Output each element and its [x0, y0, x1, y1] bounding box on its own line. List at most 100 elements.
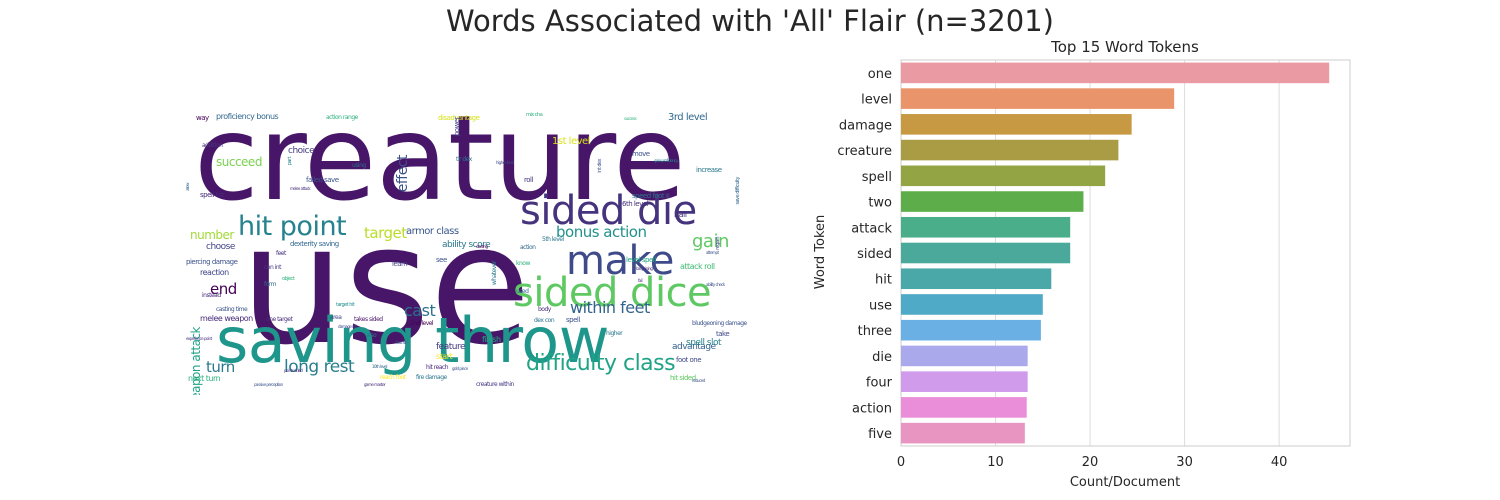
cloud-word: next turn — [188, 374, 221, 383]
cloud-word: fire damage — [416, 374, 447, 381]
cloud-word: succeed — [216, 155, 262, 169]
cloud-word: sided dice — [513, 270, 712, 316]
cloud-word: addition — [202, 142, 223, 149]
cloud-word: gain — [692, 231, 729, 252]
cloud-word: casting time — [216, 306, 248, 313]
x-tick-labels: 0 10 20 30 40 — [897, 455, 1288, 470]
cloud-word: target — [364, 224, 407, 242]
cloud-word: spell slot — [686, 338, 722, 348]
cloud-word: passive perception — [254, 382, 283, 387]
y-tick-label: four — [866, 376, 893, 391]
bar-use — [901, 294, 1043, 315]
cloud-word: half — [674, 210, 688, 219]
cloud-word: increase — [696, 166, 722, 174]
cloud-word: 10th level — [372, 364, 387, 369]
cloud-word: feature — [436, 342, 466, 352]
cloud-word: way — [196, 114, 209, 122]
bar-spell — [901, 165, 1106, 187]
cloud-word: higher level — [496, 160, 514, 165]
y-tick-label: three — [858, 324, 892, 339]
cloud-word: dex con — [534, 317, 555, 324]
bar-four — [901, 371, 1028, 392]
y-tick-label: attack — [851, 221, 892, 236]
cloud-word: gain proficiency — [654, 158, 678, 163]
cloud-word: reduced — [692, 378, 705, 383]
cloud-word: hit point — [238, 211, 347, 242]
cloud-word: mix cha — [526, 112, 543, 118]
cloud-word: action — [520, 244, 536, 251]
cloud-word: tir dex — [456, 156, 472, 163]
cloud-word: end — [210, 280, 237, 298]
cloud-word: attack roll — [680, 262, 715, 271]
cloud-word: used — [516, 288, 529, 295]
cloud-word: also — [366, 332, 377, 339]
cloud-word: melee attack — [290, 186, 311, 191]
cloud-word: foot str — [396, 340, 407, 345]
cloud-word: turn — [206, 358, 235, 376]
cloud-word: action range — [326, 114, 358, 121]
cloud-word: piercing damage — [186, 258, 238, 266]
cloud-word: form — [264, 281, 277, 288]
y-tick-label: level — [861, 93, 892, 108]
cloud-word: higher — [606, 330, 623, 337]
cloud-word: know — [516, 260, 530, 267]
bar-attack — [901, 216, 1071, 238]
cloud-word: spell — [566, 316, 580, 324]
y-tick-label: two — [868, 196, 892, 211]
bars — [901, 62, 1330, 444]
cloud-word: spell list — [200, 191, 224, 199]
bar-five — [901, 422, 1025, 444]
cloud-word: dexterity saving — [290, 240, 339, 248]
cloud-word: hit sided — [670, 374, 696, 382]
cloud-word: reaction — [200, 268, 229, 277]
bar-sided — [901, 242, 1071, 264]
cloud-word: sided die — [520, 188, 697, 234]
y-tick-label: one — [868, 67, 892, 82]
cloud-word: creature — [194, 107, 686, 227]
cloud-word: object — [282, 276, 295, 282]
cloud-word: speed foot — [632, 192, 665, 200]
cloud-word: use — [240, 189, 531, 381]
cloud-word: 1st level — [552, 136, 590, 147]
figure-title: Words Associated with 'All' Flair (n=320… — [446, 4, 1054, 38]
y-tick-label: hit — [875, 273, 892, 288]
cloud-word: number — [190, 228, 234, 242]
cloud-word: one target — [266, 316, 293, 323]
cloud-word: difficulty class — [526, 351, 676, 376]
y-axis-label: Word Token — [813, 215, 828, 290]
cloud-word: fail — [638, 278, 643, 283]
cloud-word: bludgeoning damage — [692, 320, 747, 327]
cloud-word: using — [352, 162, 366, 169]
cloud-word: takes sided — [354, 316, 383, 323]
bar-hit — [901, 268, 1052, 290]
cloud-word: area — [330, 314, 342, 321]
cloud-word: learn — [392, 260, 408, 268]
x-tick-label: 0 — [897, 455, 905, 470]
x-tick-label: 30 — [1176, 455, 1193, 470]
bar-three — [901, 319, 1041, 341]
cloud-word: reach foot — [380, 374, 406, 381]
y-tick-label: use — [869, 298, 892, 313]
cloud-word: move — [632, 150, 650, 158]
y-tick-label: damage — [839, 118, 892, 133]
cloud-word: cast — [404, 301, 436, 320]
x-tick-label: 40 — [1271, 455, 1288, 470]
cloud-word: feet — [276, 250, 286, 257]
bar-creature — [901, 139, 1119, 161]
cloud-word: proficiency bonus — [216, 112, 279, 121]
bar-die — [901, 345, 1028, 367]
cloud-word: failed save — [306, 176, 339, 184]
bar-action — [901, 397, 1027, 418]
cloud-word: bargaining — [636, 266, 653, 271]
cloud-word: damage roll — [338, 324, 357, 329]
y-tick-label: spell — [862, 170, 892, 185]
cloud-word: game master — [364, 382, 386, 387]
cloud-word: within feet — [570, 298, 650, 317]
cloud-word: con int — [264, 264, 282, 271]
cloud-word: points sided — [284, 368, 303, 373]
x-axis-label: Count/Document — [1070, 475, 1180, 490]
cloud-word: roll — [524, 176, 533, 184]
cloud-word: melee weapon — [200, 314, 253, 323]
cloud-word: choose — [206, 242, 235, 252]
cloud-word: long rest — [284, 357, 355, 377]
